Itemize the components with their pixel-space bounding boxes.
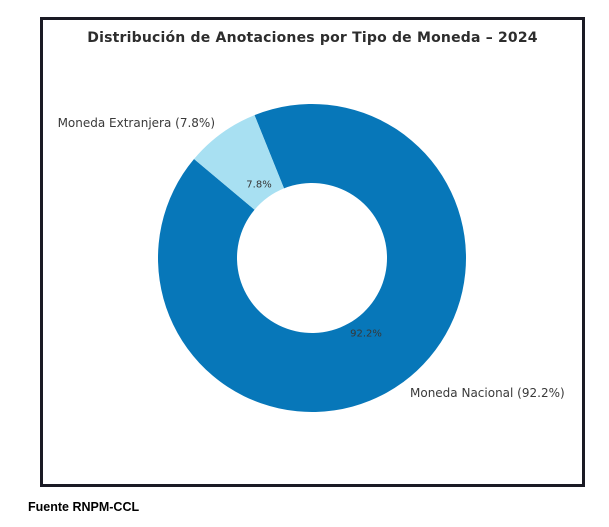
pct-label-moneda-nacional: 92.2% [350, 328, 382, 340]
pie-slice-moneda-nacional [158, 103, 467, 412]
slice-label-moneda-nacional: Moneda Nacional (92.2%) [410, 386, 565, 400]
pct-label-moneda-extranjera: 7.8% [246, 179, 272, 191]
pie-slice-moneda-extranjera [194, 115, 284, 210]
slice-label-moneda-extranjera: Moneda Extranjera (7.8%) [57, 116, 215, 130]
source-note: Fuente RNPM-CCL [28, 500, 140, 514]
chart-title: Distribución de Anotaciones por Tipo de … [87, 30, 538, 46]
